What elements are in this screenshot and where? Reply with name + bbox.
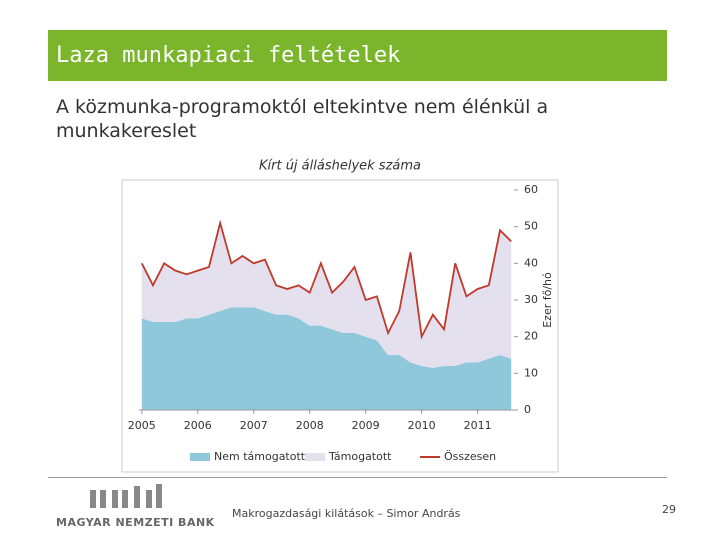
x-tick-label: 2010: [408, 419, 436, 432]
slide-title: Laza munkapiaci feltételek: [56, 43, 401, 68]
y-tick-label: 20: [524, 330, 538, 343]
legend-label: Nem támogatott: [214, 450, 306, 463]
legend-label: Összesen: [444, 450, 496, 463]
y-tick-label: 30: [524, 293, 538, 306]
area: [141, 223, 512, 368]
bank-name: MAGYAR NEMZETI BANK: [56, 516, 215, 529]
legend-swatch: [190, 453, 210, 461]
legend-swatch: [305, 453, 325, 461]
footer-text: Makrogazdasági kilátások – Simor András: [232, 507, 461, 520]
footer-rule: [48, 477, 667, 478]
y-tick-label: 50: [524, 220, 538, 233]
line: [140, 219, 512, 340]
header-bar: [48, 30, 667, 81]
subtitle: A közmunka-programoktól eltekintve nem é…: [56, 96, 549, 142]
y-tick-label: 0: [524, 403, 531, 416]
page-number: 29: [662, 503, 676, 516]
y-tick-label: 10: [524, 366, 538, 379]
x-tick-label: 2011: [464, 419, 492, 432]
y-tick-label: 40: [524, 256, 538, 269]
chart-title: Kírt új álláshelyek száma: [259, 159, 421, 174]
x-tick-label: 2009: [352, 419, 380, 432]
area: [141, 307, 512, 410]
y-axis-label: Ezer fő/hó: [541, 272, 554, 328]
x-tick-label: 2008: [296, 419, 324, 432]
x-tick-label: 2006: [184, 419, 212, 432]
legend-label: Támogatott: [328, 450, 392, 463]
x-tick-label: 2007: [240, 419, 268, 432]
x-tick-label: 2005: [128, 419, 156, 432]
logo: [90, 484, 162, 508]
y-tick-label: 60: [524, 183, 538, 196]
